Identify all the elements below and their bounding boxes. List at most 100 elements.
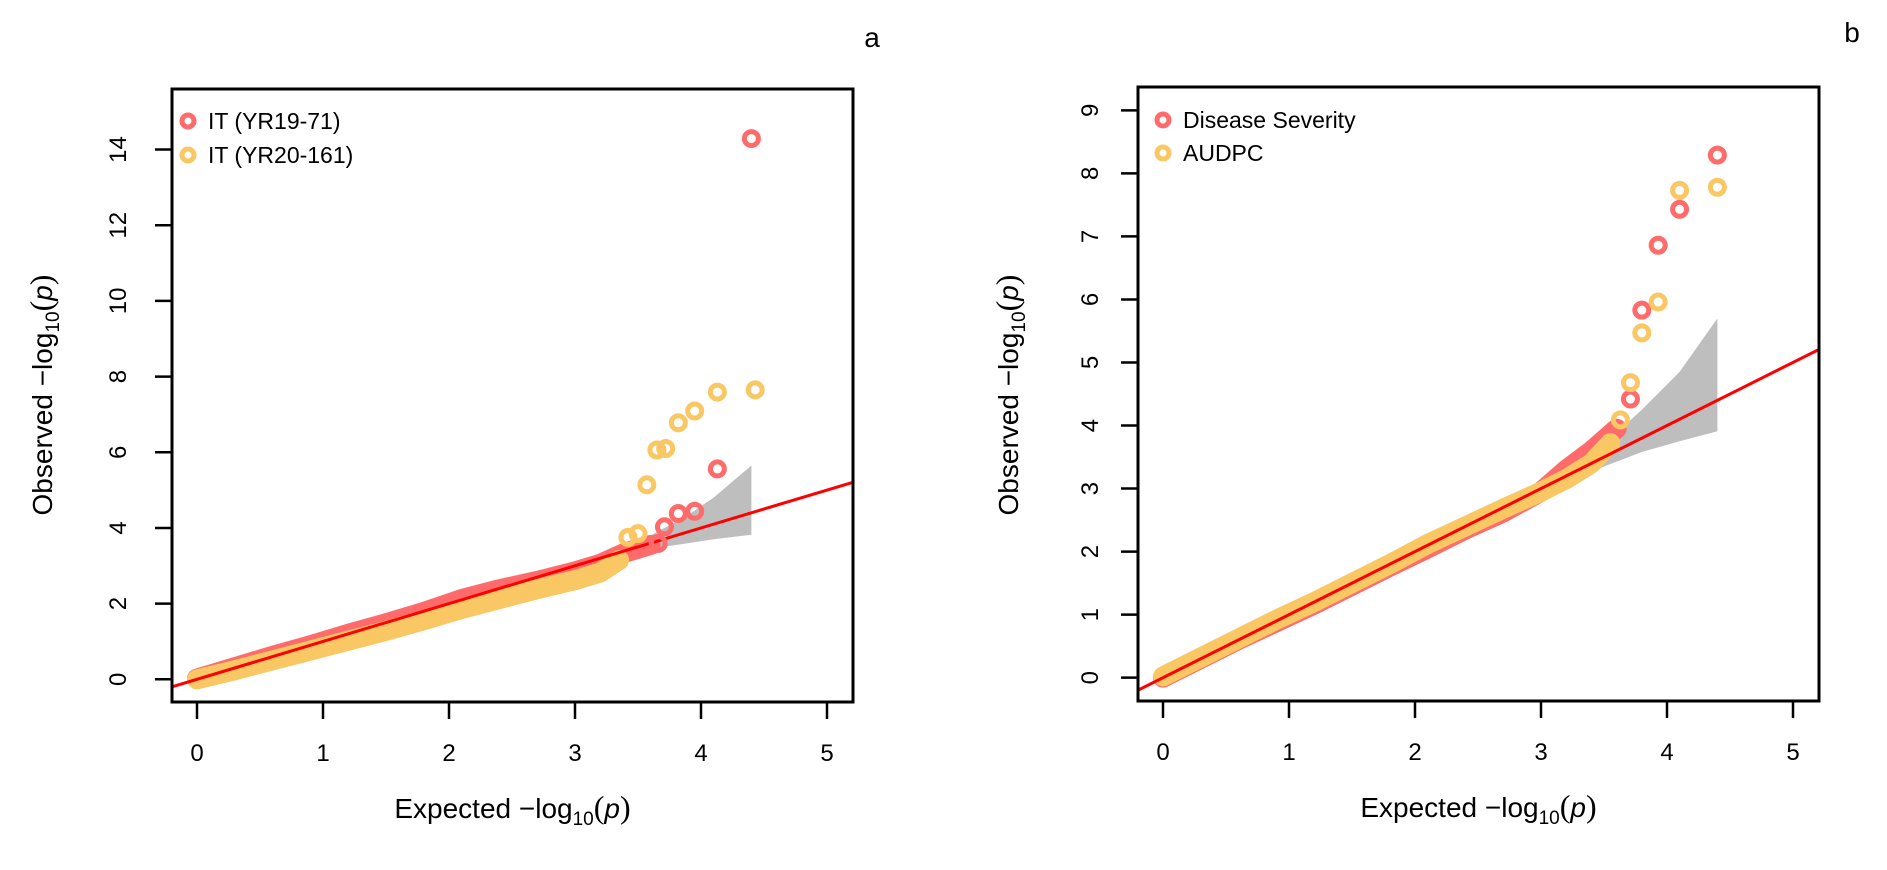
x-tick-label: 5 xyxy=(820,740,833,767)
axis-title-paren: ( xyxy=(23,301,59,312)
plot-area xyxy=(172,129,853,690)
data-point-series-1 xyxy=(1620,389,1640,409)
y-tick-label: 12 xyxy=(105,212,132,239)
legend-label: IT (YR20-161) xyxy=(208,142,353,168)
axis-title-paren: ( xyxy=(989,301,1025,312)
axis-title-var: p xyxy=(603,793,620,824)
axis-title-log: log xyxy=(27,333,58,370)
data-point-series-2 xyxy=(707,382,727,402)
x-tick-label: 1 xyxy=(1282,739,1295,766)
legend-marker xyxy=(1154,144,1172,162)
axis-title-minus: − xyxy=(993,370,1024,386)
confidence-band xyxy=(1566,318,1718,483)
x-tick-label: 5 xyxy=(1786,739,1799,766)
y-axis-title: Observed −log10(p) xyxy=(989,275,1030,516)
data-point-series-2 xyxy=(685,401,705,421)
y-tick-label: 0 xyxy=(1077,671,1104,684)
axis-title-word: Observed xyxy=(993,386,1024,515)
panel-label: a xyxy=(864,22,880,53)
x-tick-label: 1 xyxy=(316,740,329,767)
y-tick-label: 4 xyxy=(105,521,132,534)
y-tick-label: 2 xyxy=(1077,545,1104,558)
axis-title-subscript: 10 xyxy=(1009,311,1030,332)
axis-title-log: log xyxy=(1501,792,1538,823)
x-tick-label: 4 xyxy=(694,740,707,767)
data-point-series-1 xyxy=(648,533,668,553)
data-point-series-2 xyxy=(1610,410,1630,430)
x-axis-title: Expected −log10(p) xyxy=(1360,788,1596,829)
plot-area xyxy=(1138,145,1819,692)
plot-frame xyxy=(170,87,855,704)
data-point-series-1 xyxy=(1632,300,1652,320)
data-point-series-1 xyxy=(654,517,674,537)
axis-title-word: Expected xyxy=(394,793,519,824)
data-point-series-2 xyxy=(745,380,765,400)
series-body-2 xyxy=(187,550,630,690)
legend-label: Disease Severity xyxy=(1183,107,1356,133)
data-point-series-1 xyxy=(707,459,727,479)
y-tick-label: 0 xyxy=(105,673,132,686)
y-tick-label: 5 xyxy=(1077,356,1104,369)
axis-title-minus: − xyxy=(27,370,58,386)
data-point-series-1 xyxy=(668,504,688,524)
data-point-series-2 xyxy=(668,413,688,433)
y-tick-label: 8 xyxy=(105,370,132,383)
axis-title-subscript: 10 xyxy=(573,809,594,830)
axis-title-minus: − xyxy=(519,793,535,824)
y-tick-label: 2 xyxy=(105,597,132,610)
data-point-series-2 xyxy=(1632,323,1652,343)
data-point-series-2 xyxy=(647,440,667,460)
panel-label: b xyxy=(1844,17,1860,48)
axis-title-paren: ( xyxy=(594,789,605,825)
x-tick-label: 3 xyxy=(1534,739,1547,766)
data-point-series-1 xyxy=(741,129,761,149)
data-point-series-2 xyxy=(637,475,657,495)
data-point-series-1 xyxy=(685,501,705,521)
y-tick-label: 6 xyxy=(105,446,132,459)
y-tick-label: 6 xyxy=(1077,293,1104,306)
legend: IT (YR19-71) IT (YR20-161) xyxy=(179,108,353,168)
confidence-band xyxy=(612,465,752,559)
axis-title-var: p xyxy=(27,285,58,302)
x-tick-label: 0 xyxy=(1156,739,1169,766)
y-tick-label: 10 xyxy=(105,288,132,315)
data-point-series-1 xyxy=(1707,145,1727,165)
y-tick-label: 7 xyxy=(1077,230,1104,243)
axis-title-paren: ) xyxy=(989,275,1025,286)
data-point-series-2 xyxy=(1648,292,1668,312)
x-axis-title: Expected −log10(p) xyxy=(394,789,630,830)
axis-title-subscript: 10 xyxy=(43,311,64,332)
axis-title-minus: − xyxy=(1485,792,1501,823)
y-tick-label: 9 xyxy=(1077,104,1104,117)
y-tick-label: 8 xyxy=(1077,167,1104,180)
reference-line xyxy=(1138,347,1819,692)
data-point-series-1 xyxy=(1670,199,1690,219)
legend-marker xyxy=(179,146,197,164)
axis-title-word: Expected xyxy=(1360,792,1485,823)
x-tick-label: 4 xyxy=(1660,739,1673,766)
x-tick-label: 0 xyxy=(190,740,203,767)
legend-label: AUDPC xyxy=(1183,140,1264,166)
y-axis-title: Observed −log10(p) xyxy=(23,275,64,516)
legend-marker xyxy=(1154,111,1172,129)
axis-title-word: Observed xyxy=(27,386,58,515)
axis-title-log: log xyxy=(535,793,572,824)
axis-title-paren: ) xyxy=(1586,788,1597,824)
y-tick-label: 3 xyxy=(1077,482,1104,495)
x-tick-label: 3 xyxy=(568,740,581,767)
axis-title-paren: ) xyxy=(620,789,631,825)
axis-title-var: p xyxy=(993,285,1024,302)
axis-title-var: p xyxy=(1569,792,1586,823)
data-point-series-2 xyxy=(628,524,648,544)
x-tick-label: 2 xyxy=(442,740,455,767)
y-tick-label: 4 xyxy=(1077,419,1104,432)
legend-label: IT (YR19-71) xyxy=(208,108,341,134)
legend: Disease Severity AUDPC xyxy=(1154,107,1356,166)
data-point-series-2 xyxy=(1670,180,1690,200)
data-point-series-2 xyxy=(1620,373,1640,393)
axis-title-paren: ) xyxy=(23,275,59,286)
axis-title-subscript: 10 xyxy=(1539,808,1560,829)
data-point-series-2 xyxy=(1707,177,1727,197)
